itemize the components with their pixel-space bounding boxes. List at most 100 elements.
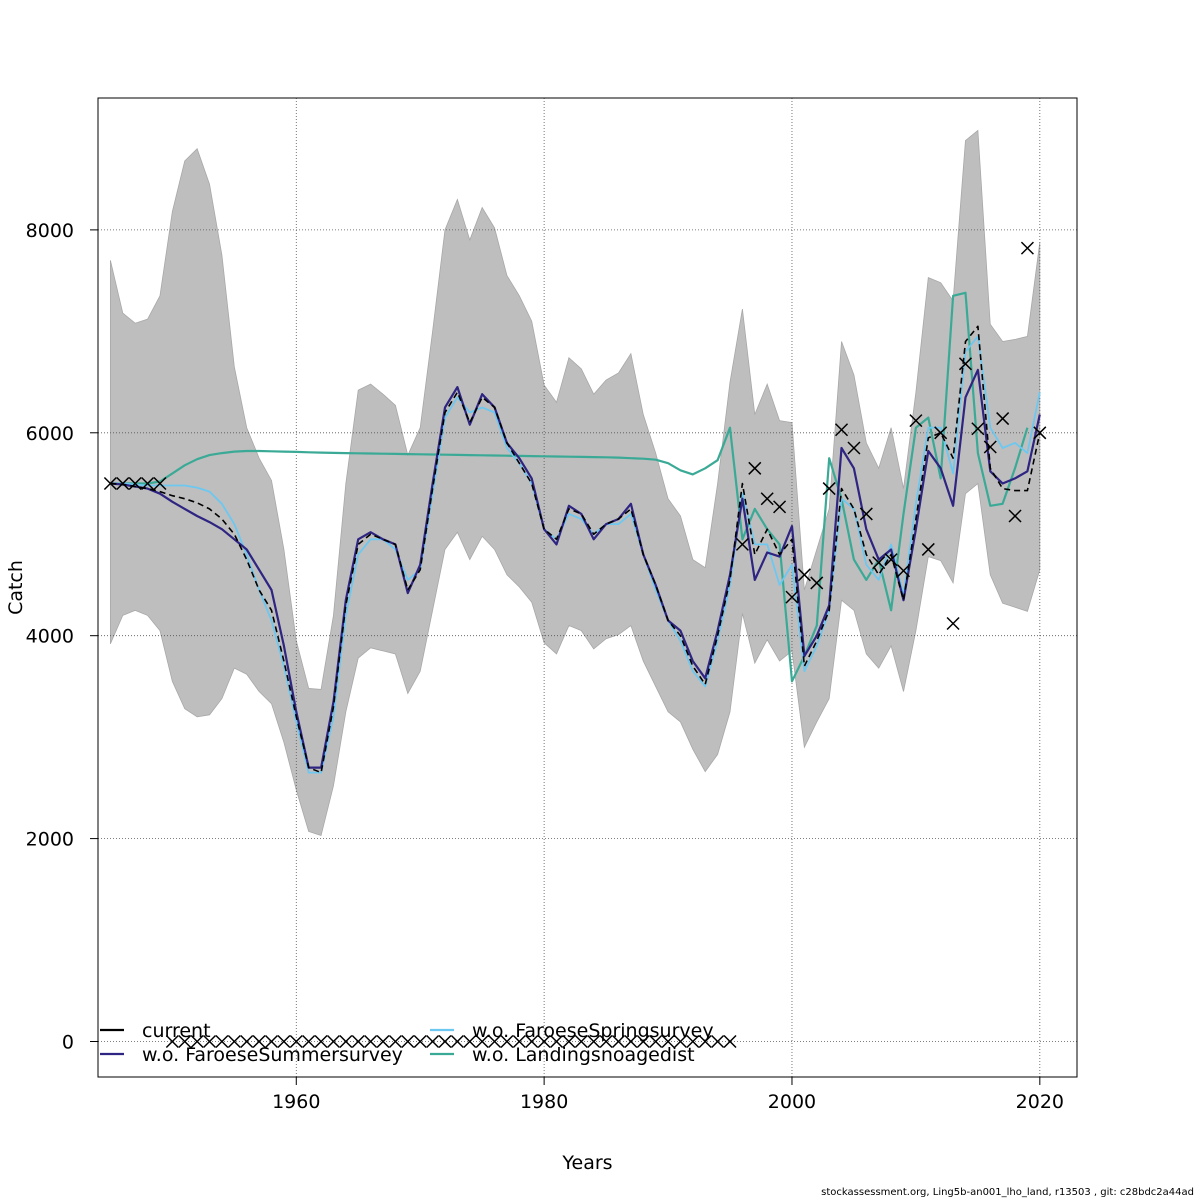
observation-point <box>252 1034 266 1049</box>
observation-point <box>549 1034 564 1049</box>
observation-point <box>103 476 117 491</box>
observation-point <box>512 1034 526 1049</box>
plot-frame <box>97 97 1078 1078</box>
observations-layer <box>103 241 1047 1049</box>
observation-point <box>810 576 824 590</box>
observation-point <box>835 423 849 437</box>
y-tick-label: 2000 <box>26 829 74 851</box>
observation-point <box>896 564 911 578</box>
observation-point <box>562 1034 576 1049</box>
observation-point <box>364 1034 378 1049</box>
observation-point <box>946 616 960 631</box>
x-tick-label: 2000 <box>768 1091 816 1113</box>
observation-point <box>190 1034 204 1049</box>
observation-point <box>649 1034 663 1049</box>
observation-point <box>859 507 873 521</box>
observation-point <box>785 590 799 604</box>
observation-point <box>277 1034 291 1049</box>
observation-point <box>240 1034 254 1049</box>
observation-point <box>116 476 130 491</box>
observation-point <box>624 1034 638 1049</box>
observation-point <box>1008 509 1022 523</box>
observation-point <box>1020 241 1034 255</box>
y-tick-label: 4000 <box>26 626 74 648</box>
y-tick-label: 6000 <box>26 423 74 445</box>
observation-point <box>698 1034 712 1049</box>
observation-point <box>822 482 836 496</box>
observation-point <box>314 1034 328 1049</box>
x-tick-label: 1960 <box>272 1091 320 1113</box>
observation-point <box>909 414 923 428</box>
confidence-band-layer <box>109 129 1041 837</box>
observation-point <box>686 1034 700 1049</box>
observation-point <box>525 1034 539 1049</box>
observation-point <box>413 1034 427 1049</box>
legend-label-3: w.o. Landingsnoagedist <box>472 1044 695 1066</box>
observation-point <box>636 1034 650 1049</box>
observation-point <box>401 1034 415 1049</box>
series-line-0 <box>110 325 1041 774</box>
observation-point <box>289 1034 303 1049</box>
observation-point <box>426 1034 440 1049</box>
legend-label-2: w.o. FaroeseSpringsurvey <box>472 1020 714 1042</box>
observation-point <box>227 1034 241 1049</box>
y-tick-label: 8000 <box>26 220 74 242</box>
observation-point <box>326 1034 340 1049</box>
observation-point <box>438 1034 452 1049</box>
observation-point <box>599 1034 613 1049</box>
y-axis-label: Catch <box>5 560 27 615</box>
axis-layer: 1960 1980 2000 2020 0 2000 4000 6000 8000 <box>26 220 1064 1113</box>
observation-point <box>488 1034 502 1049</box>
observation-point <box>264 1034 279 1049</box>
observation-point <box>339 1034 353 1049</box>
observation-point <box>847 441 861 455</box>
observation-point <box>934 426 948 440</box>
observation-point <box>760 492 774 506</box>
observation-point <box>351 1034 365 1049</box>
observation-point <box>711 1034 725 1049</box>
series-line-2 <box>110 335 1041 774</box>
confidence-band <box>109 129 1041 837</box>
legend-label-1: w.o. FaroeseSummersurvey <box>142 1044 403 1066</box>
y-tick-label: 0 <box>62 1031 74 1053</box>
observation-point <box>128 476 142 491</box>
observation-point <box>141 476 155 491</box>
observation-point <box>983 440 997 454</box>
observation-point <box>611 1034 626 1049</box>
observation-point <box>1033 426 1047 440</box>
observation-point <box>153 476 167 491</box>
grid-layer <box>98 98 1077 1077</box>
observation-point <box>463 1034 477 1049</box>
observation-point <box>537 1034 551 1049</box>
observation-point <box>958 357 972 371</box>
observation-point <box>884 553 898 567</box>
series-line-1 <box>110 368 1041 769</box>
observation-point <box>723 1034 737 1049</box>
observation-point <box>475 1034 489 1049</box>
observation-point <box>203 1034 217 1049</box>
observation-point <box>735 537 749 551</box>
observation-point <box>574 1034 588 1049</box>
observation-point <box>996 412 1010 426</box>
footer-credit: stockassessment.org, Ling5b-an001_lho_la… <box>821 1187 1194 1198</box>
observation-point <box>302 1034 316 1049</box>
observation-point <box>773 500 787 514</box>
observation-point <box>673 1034 687 1049</box>
observation-point <box>797 568 811 582</box>
observation-point <box>748 461 762 475</box>
x-axis-label: Years <box>561 1152 612 1174</box>
observation-point <box>178 1034 192 1049</box>
x-tick-label: 2020 <box>1016 1091 1064 1113</box>
observation-point <box>376 1034 390 1049</box>
observation-point <box>661 1034 675 1049</box>
observation-point <box>921 542 935 556</box>
x-tick-label: 1980 <box>520 1091 568 1113</box>
observation-point <box>500 1034 514 1049</box>
observation-point <box>587 1034 601 1049</box>
observation-point <box>215 1034 229 1049</box>
observation-point <box>450 1034 464 1049</box>
observation-point <box>165 1034 179 1049</box>
legend-label-0: current <box>142 1020 211 1042</box>
